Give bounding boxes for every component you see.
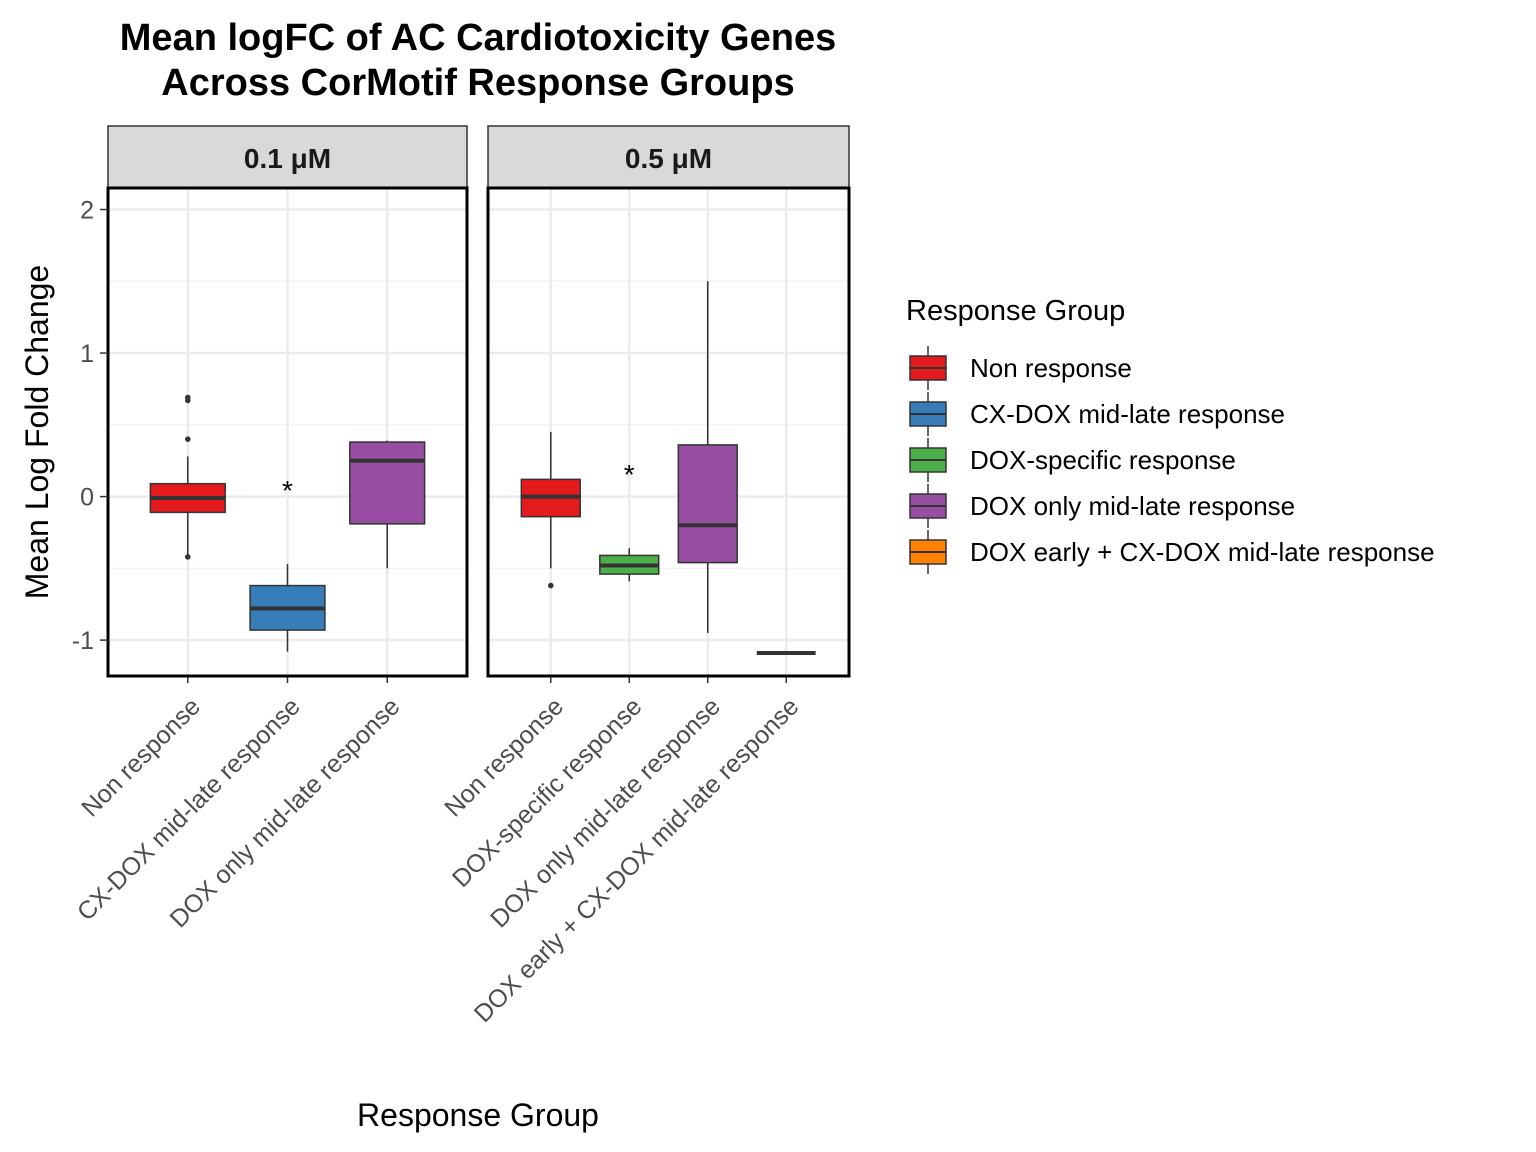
y-axis: -1 0 1 2 (72, 197, 108, 655)
panel-background (488, 188, 849, 676)
legend-label: DOX only mid-late response (970, 491, 1295, 521)
y-tick-label: 0 (80, 484, 94, 512)
box-cx-dox-mid-late-response: * (249, 475, 326, 652)
legend-entry: DOX early + CX-DOX mid-late response (909, 530, 1435, 574)
legend-title: Response Group (906, 295, 1125, 327)
outlier-point (184, 554, 191, 560)
legend-label: DOX early + CX-DOX mid-late response (970, 537, 1435, 567)
legend-entry: CX-DOX mid-late response (909, 392, 1285, 436)
box-body (349, 441, 426, 525)
legend: Response Group Non response CX-DOX mid-la… (906, 295, 1435, 574)
outlier-point (547, 582, 554, 589)
legend-entry: Non response (909, 346, 1132, 390)
panel-border (486, 186, 851, 678)
legend-entry: DOX only mid-late response (909, 484, 1295, 528)
box-dox-only-mid-late-response (677, 281, 738, 633)
facet-strip-label: 0.1 μM (244, 143, 331, 174)
significance-marker: * (624, 459, 635, 490)
box-dox-specific-response: * (599, 459, 660, 582)
box-non-response (520, 432, 581, 589)
box-non-response (149, 394, 226, 560)
facet-strip (487, 125, 850, 189)
x-axis-title: Response Group (357, 1097, 599, 1133)
y-tick-label: 2 (80, 197, 94, 225)
legend-entry: DOX-specific response (909, 438, 1236, 482)
outlier-point (184, 436, 191, 442)
outlier-point (184, 394, 191, 401)
legend-label: Non response (970, 353, 1132, 383)
facet-strip-label: 0.5 μM (625, 143, 712, 174)
y-tick-label: 1 (80, 340, 94, 368)
facet-strip (107, 125, 468, 189)
y-tick-label: -1 (72, 627, 94, 655)
chart-title-line-2: Across CorMotif Response Groups (161, 62, 794, 104)
box-body (677, 444, 738, 564)
box-dox-only-mid-late-response (349, 440, 426, 569)
y-axis-title: Mean Log Fold Change (19, 265, 55, 599)
significance-marker: * (282, 475, 293, 506)
legend-label: CX-DOX mid-late response (970, 399, 1285, 429)
legend-label: DOX-specific response (970, 445, 1236, 475)
chart-title-line-1: Mean logFC of AC Cardiotoxicity Genes (120, 17, 836, 59)
panel-border (106, 186, 469, 678)
